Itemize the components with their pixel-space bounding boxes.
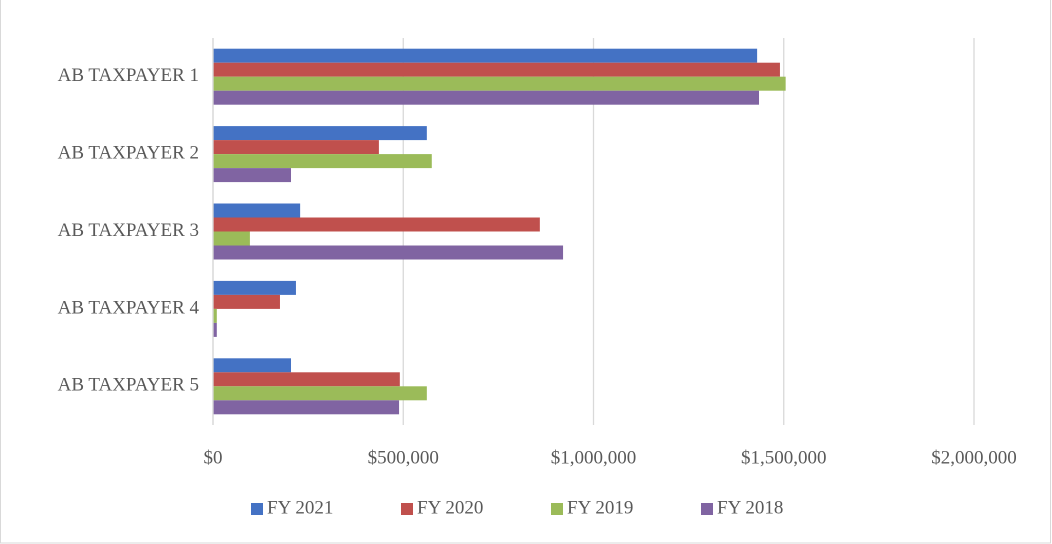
- legend-swatch: [401, 503, 413, 515]
- legend-label: FY 2021: [267, 497, 333, 518]
- x-tick-label: $1,000,000: [551, 447, 637, 468]
- bar: [213, 62, 780, 77]
- legend-swatch: [251, 503, 263, 515]
- bar: [213, 231, 250, 246]
- legend-swatch: [551, 503, 563, 515]
- y-tick-label: AB TAXPAYER 5: [58, 375, 199, 396]
- y-tick-label: AB TAXPAYER 4: [58, 297, 200, 318]
- bar: [213, 217, 540, 232]
- legend-swatch: [701, 503, 713, 515]
- x-tick-label: $0: [204, 447, 223, 468]
- y-tick-label: AB TAXPAYER 3: [58, 220, 199, 241]
- bar: [213, 126, 427, 141]
- y-tick-label: AB TAXPAYER 1: [58, 65, 199, 86]
- bar: [213, 154, 432, 169]
- bar: [213, 322, 217, 337]
- bar: [213, 48, 758, 63]
- bar: [213, 90, 760, 105]
- bar: [213, 308, 217, 323]
- bar: [213, 400, 400, 415]
- x-tick-label: $500,000: [368, 447, 439, 468]
- legend-label: FY 2019: [567, 497, 633, 518]
- bar: [213, 372, 400, 387]
- bar: [213, 294, 280, 309]
- bar: [213, 280, 296, 295]
- y-tick-label: AB TAXPAYER 2: [58, 142, 199, 163]
- x-tick-label: $1,500,000: [741, 447, 827, 468]
- bar: [213, 168, 292, 183]
- bar: [213, 386, 427, 401]
- bar: [213, 76, 786, 91]
- x-tick-label: $2,000,000: [931, 447, 1017, 468]
- legend-label: FY 2018: [717, 497, 783, 518]
- bar: [213, 140, 379, 155]
- legend-label: FY 2020: [417, 497, 483, 518]
- bar: [213, 203, 301, 218]
- bar: [213, 358, 292, 373]
- bar: [213, 245, 564, 260]
